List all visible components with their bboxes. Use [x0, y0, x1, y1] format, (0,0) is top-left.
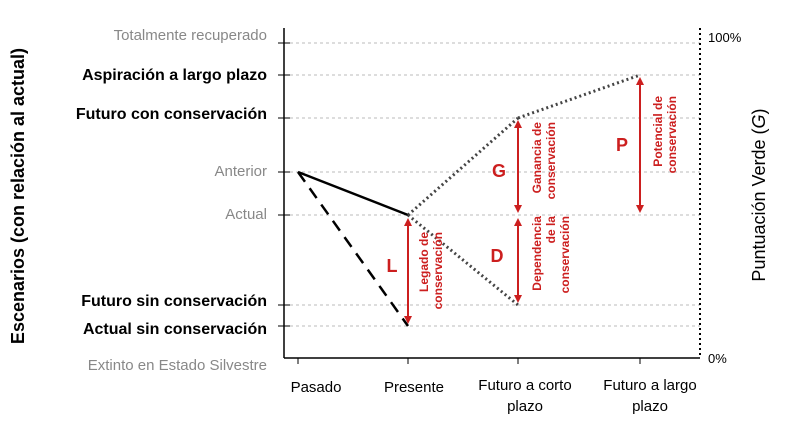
dependence-label-line3: conservación [558, 216, 572, 293]
past-to-present-line [297, 170, 409, 217]
scenario-long-term-aspiration: Aspiración a largo plazo [82, 67, 267, 84]
legacy-label-line1: Legado de [417, 232, 431, 292]
scenario-fully-recovered: Totalmente recuperado [114, 27, 267, 44]
scenario-current: Actual [225, 206, 267, 223]
right-axis-title-symbol: G [749, 114, 769, 128]
potential-label-line1: Potencial de [651, 96, 665, 167]
dependence-label-line2: de la [544, 216, 558, 244]
scenario-gridlines [284, 42, 700, 327]
future-with-to-long-term-aspiration-line [517, 73, 641, 120]
present-to-future-without-conservation-line [407, 213, 519, 307]
legacy-label: Legado de conservación [417, 232, 445, 310]
left-axis-title: Escenarios (con relación al actual) [8, 48, 28, 344]
past-to-current-without-conservation-line [296, 171, 410, 327]
right-axis-title: Puntuación Verde (G) [749, 108, 769, 281]
left-axis-ticks [278, 42, 290, 327]
dependence-label-line1: Dependencia [530, 216, 544, 291]
scenario-former: Anterior [214, 163, 267, 180]
gain-letter: G [492, 161, 506, 181]
potential-label-line2: conservación [665, 96, 679, 173]
scenario-extinct-in-wild: Extinto en Estado Silvestre [88, 357, 267, 374]
scenario-current-without-conservation: Actual sin conservación [83, 321, 267, 338]
legacy-letter: L [387, 256, 398, 276]
right-axis-max-label: 100% [708, 30, 742, 45]
scenario-future-with-conservation: Futuro con conservación [76, 106, 267, 123]
gain-label-line1: Ganancia de [530, 122, 544, 194]
time-short-term-label-line1: Futuro a corto [478, 377, 571, 394]
right-axis-min-label: 0% [708, 351, 727, 366]
legacy-label-line2: conservación [431, 232, 445, 309]
right-axis-title-prefix: Puntuación Verde ( [749, 128, 769, 281]
potential-letter: P [616, 135, 628, 155]
gain-label-line2: conservación [544, 122, 558, 199]
dependence-letter: D [491, 246, 504, 266]
time-present-label: Presente [384, 379, 444, 396]
dependence-label: Dependencia de la conservación [530, 216, 572, 294]
potential-label: Potencial de conservación [651, 96, 679, 174]
bottom-axis-ticks [297, 358, 641, 364]
time-short-term-label-line2: plazo [507, 398, 543, 415]
scenario-future-without-conservation: Futuro sin conservación [81, 293, 267, 310]
time-long-term-label-line2: plazo [632, 398, 668, 415]
measure-arrows [404, 77, 644, 324]
time-long-term-label-line1: Futuro a largo [603, 377, 696, 394]
right-axis-title-suffix: ) [749, 108, 769, 114]
time-past-label: Pasado [291, 379, 342, 396]
gain-label: Ganancia de conservación [530, 122, 558, 200]
